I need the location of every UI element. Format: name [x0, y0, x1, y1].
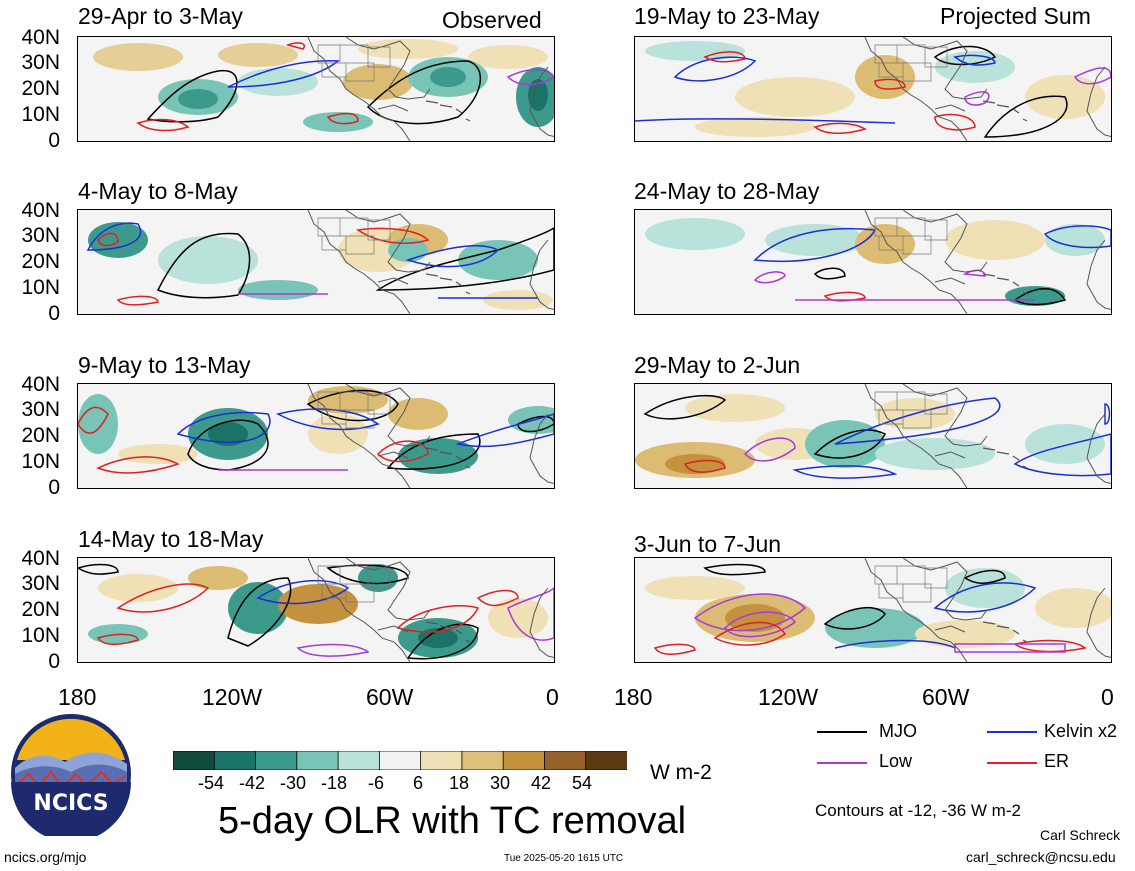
- map-panel-proj-4: [634, 557, 1112, 663]
- colorbar-swatch: [172, 750, 216, 771]
- author-email: carl_schreck@ncsu.edu: [966, 849, 1116, 865]
- legend-swatch-mjo: [817, 731, 867, 733]
- colorbar-tick: -30: [280, 773, 307, 793]
- contour-note: Contours at -12, -36 W m-2: [815, 801, 1021, 820]
- lat-label: 10N: [21, 624, 60, 647]
- legend-swatch-low: [817, 762, 867, 764]
- olr-map-svg: [635, 37, 1111, 141]
- ncics-logo-graphic: NCICS: [11, 714, 131, 842]
- lon-label: 180: [614, 684, 653, 710]
- lat-label: 0: [48, 476, 60, 499]
- lat-label: 20N: [21, 598, 60, 621]
- colorbar-tick: 18: [449, 773, 470, 793]
- colorbar-tick: -18: [321, 773, 348, 793]
- colorbar-swatches: [172, 750, 628, 771]
- lon-label: 0: [1101, 684, 1114, 710]
- lat-label: 10N: [21, 103, 60, 126]
- colorbar-swatch: [337, 750, 381, 771]
- lon-label: 60W: [922, 684, 970, 710]
- colorbar-swatch: [502, 750, 546, 771]
- contour-legend: MJO Kelvin x2 Low ER: [817, 721, 1127, 777]
- colorbar: [172, 750, 628, 771]
- legend-swatch-er: [987, 762, 1037, 764]
- logo-text: NCICS: [33, 791, 108, 816]
- lat-label: 0: [48, 302, 60, 325]
- olr-map-svg: [78, 384, 554, 488]
- lat-label: 10N: [21, 450, 60, 473]
- olr-map-svg: [78, 210, 554, 314]
- legend-label-er: ER: [1044, 751, 1070, 771]
- colorbar-tick: -54: [198, 773, 225, 793]
- lat-label: 40N: [21, 199, 60, 222]
- lon-label: 120W: [202, 684, 263, 710]
- colorbar-tick: -6: [368, 773, 385, 793]
- legend-label-kelvin: Kelvin x2: [1044, 721, 1118, 741]
- lat-label: 40N: [21, 26, 60, 49]
- colorbar-swatch: [420, 750, 463, 771]
- lat-label: 20N: [21, 424, 60, 447]
- footer-timestamp: Tue 2025-05-20 1615 UTC: [504, 853, 624, 864]
- map-panel-proj-2: [634, 209, 1112, 315]
- colorbar-tick: 6: [413, 773, 424, 793]
- map-panel-obs-3: [77, 383, 555, 489]
- legend-label-low: Low: [879, 751, 913, 771]
- olr-map-svg: [78, 558, 554, 662]
- lat-label: 30N: [21, 224, 60, 247]
- colorbar-swatch: [378, 750, 422, 771]
- lat-label: 30N: [21, 398, 60, 421]
- observed-header: Observed: [442, 7, 542, 33]
- lat-label: 20N: [21, 77, 60, 100]
- panel-title-obs-3: 9-May to 13-May: [78, 352, 251, 378]
- lat-label: 10N: [21, 276, 60, 299]
- olr-map-svg: [78, 37, 554, 141]
- olr-map-svg: [635, 384, 1111, 488]
- footer-url: ncics.org/mjo: [4, 849, 87, 865]
- main-title: 5-day OLR with TC removal: [218, 800, 687, 842]
- colorbar-tick: -42: [239, 773, 266, 793]
- colorbar-units: W m-2: [650, 761, 712, 784]
- map-panel-obs-2: [77, 209, 555, 315]
- map-panel-obs-4: [77, 557, 555, 663]
- panel-title-proj-1: 19-May to 23-May: [634, 3, 820, 29]
- panel-title-proj-2: 24-May to 28-May: [634, 178, 820, 204]
- olr-map-svg: [635, 558, 1111, 662]
- colorbar-swatch: [544, 750, 587, 771]
- author-name: Carl Schreck: [1040, 827, 1121, 843]
- colorbar-swatch: [461, 750, 505, 771]
- lat-label: 40N: [21, 547, 60, 570]
- panel-title-obs-4: 14-May to 18-May: [78, 526, 264, 552]
- panel-title-proj-4: 3-Jun to 7-Jun: [634, 531, 782, 557]
- ncics-logo: NCICS: [9, 712, 133, 842]
- colorbar-tick: 30: [490, 773, 511, 793]
- panel-title-obs-2: 4-May to 8-May: [78, 178, 238, 204]
- projected-sum-header: Projected Sum: [940, 3, 1091, 29]
- lon-label: 0: [546, 684, 559, 710]
- lon-label: 120W: [758, 684, 819, 710]
- panel-title-proj-3: 29-May to 2-Jun: [634, 352, 801, 378]
- lat-label: 30N: [21, 572, 60, 595]
- colorbar-swatch: [585, 750, 628, 771]
- colorbar-swatch: [213, 750, 257, 771]
- panel-title-obs-1: 29-Apr to 3-May: [78, 3, 243, 29]
- olr-map-svg: [635, 210, 1111, 314]
- lon-label: 180: [58, 684, 97, 710]
- map-panel-obs-1: [77, 36, 555, 142]
- lat-label: 0: [48, 650, 60, 673]
- colorbar-swatch: [296, 750, 339, 771]
- legend-label-mjo: MJO: [879, 721, 917, 741]
- lat-label: 40N: [21, 373, 60, 396]
- colorbar-tick: 42: [531, 773, 552, 793]
- colorbar-tick: 54: [572, 773, 593, 793]
- lat-label: 0: [48, 129, 60, 152]
- legend-swatch-kelvin: [987, 731, 1037, 733]
- lat-label: 30N: [21, 51, 60, 74]
- lon-label: 60W: [366, 684, 414, 710]
- lat-label: 20N: [21, 250, 60, 273]
- map-panel-proj-3: [634, 383, 1112, 489]
- colorbar-swatch: [255, 750, 298, 771]
- map-panel-proj-1: [634, 36, 1112, 142]
